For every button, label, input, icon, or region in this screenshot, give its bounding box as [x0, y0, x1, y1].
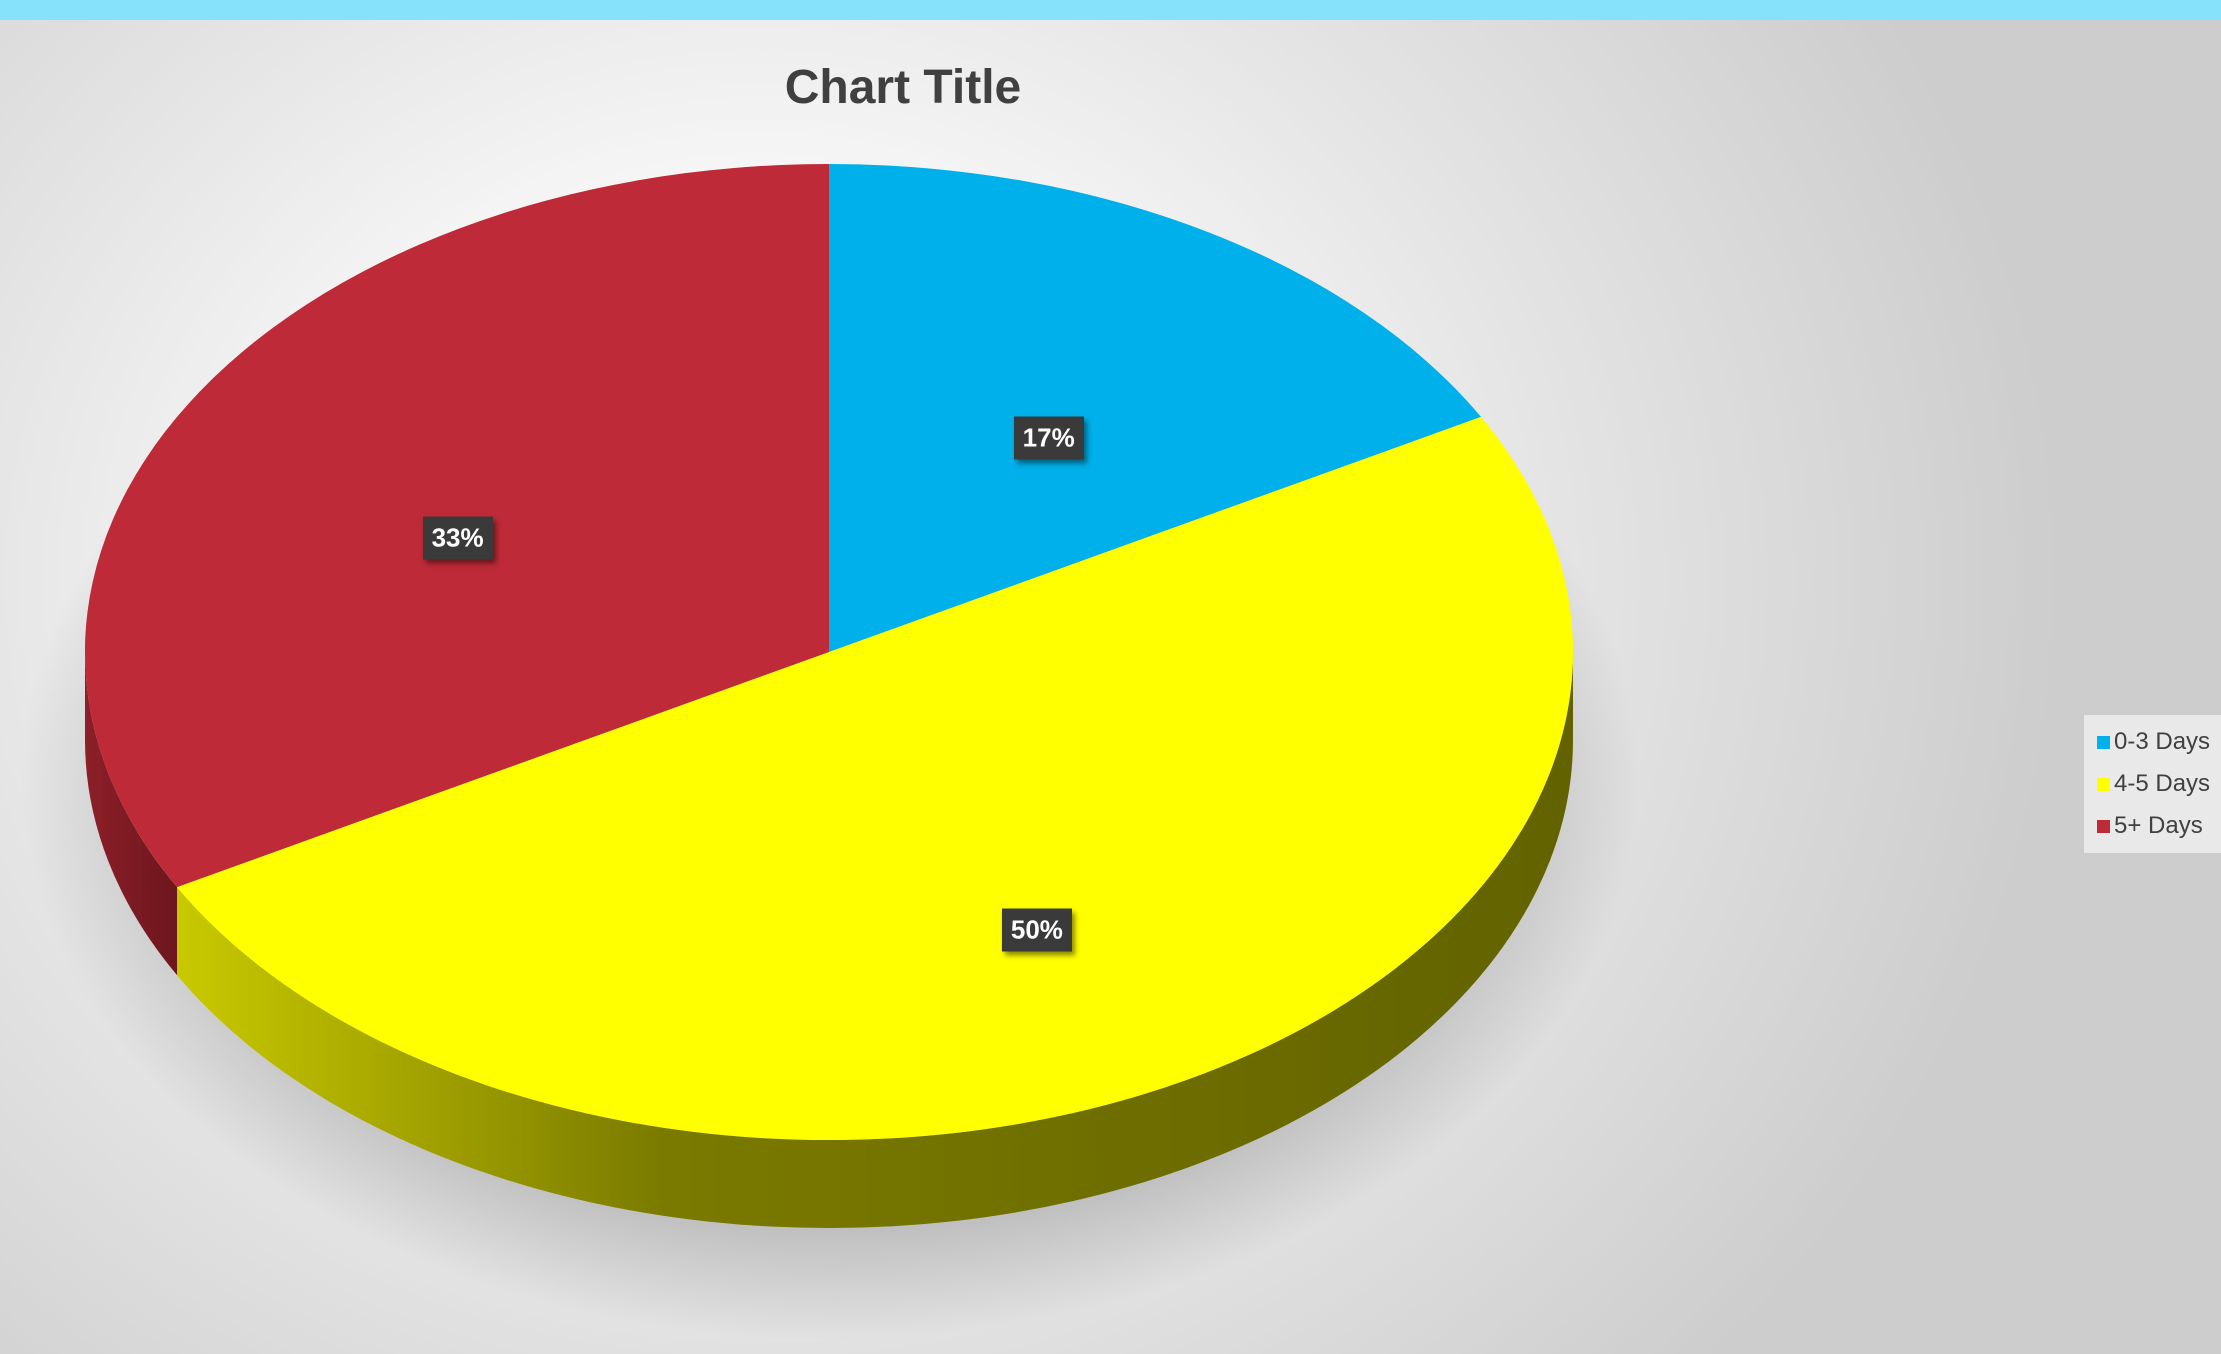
- legend-item: 4-5 Days: [2097, 763, 2221, 805]
- pie-slice: [829, 164, 1481, 652]
- window-top-bar: [0, 0, 2221, 21]
- legend-swatch: [2097, 777, 2110, 791]
- legend-item: 0-3 Days: [2097, 721, 2221, 763]
- pie-chart: [20, 164, 1640, 1340]
- pie-top-slices: [84, 164, 1574, 1141]
- pie-side-walls: [85, 652, 1573, 1229]
- legend-label: 0-3 Days: [2114, 728, 2211, 755]
- pie-slice-side: [85, 652, 177, 976]
- legend-swatch: [2097, 819, 2110, 833]
- pie-slice-side: [177, 652, 1573, 1229]
- pie-slice: [177, 416, 1574, 1141]
- chart-area: Chart Title 17% 50% 33% 0-3 Days: [0, 20, 2221, 1354]
- legend-label: 4-5 Days: [2114, 770, 2211, 797]
- data-label: 33%: [422, 516, 493, 560]
- legend-swatch: [2097, 735, 2110, 749]
- data-label: 17%: [1013, 416, 1084, 460]
- data-label: 50%: [1001, 908, 1072, 952]
- chart-legend: 0-3 Days 4-5 Days 5+ Days: [2084, 715, 2221, 853]
- legend-label: 5+ Days: [2114, 812, 2203, 839]
- chart-title: Chart Title: [784, 61, 1022, 114]
- legend-item: 5+ Days: [2097, 805, 2221, 847]
